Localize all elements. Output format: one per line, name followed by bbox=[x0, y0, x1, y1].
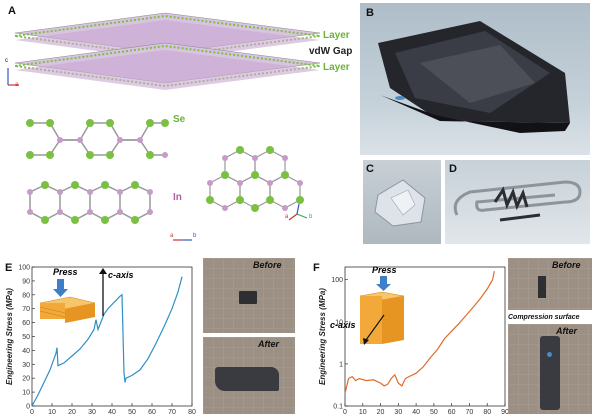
x-tick-label: 60 bbox=[148, 409, 156, 416]
y-tick-label: 100 bbox=[331, 277, 343, 284]
photo-before-e: Before bbox=[203, 258, 295, 333]
photo-before-f: Before bbox=[508, 258, 592, 310]
panel-label-f: F bbox=[313, 262, 320, 274]
before-caption-e: Before bbox=[253, 260, 282, 270]
photo-crystal-large bbox=[360, 3, 590, 155]
axis-b-label-chain: b bbox=[193, 233, 197, 239]
before-caption-f: Before bbox=[552, 260, 581, 270]
layer-bottom-label: Layer bbox=[323, 62, 350, 73]
y-tick-label: 20 bbox=[22, 376, 30, 383]
press-inset-f: Press bbox=[352, 263, 422, 358]
se-label: Se bbox=[173, 114, 186, 125]
axis-c-label: c bbox=[5, 58, 8, 64]
y-tick-label: 10 bbox=[335, 319, 343, 326]
x-tick-label: 50 bbox=[128, 409, 136, 416]
compression-mark-f bbox=[547, 352, 552, 357]
y-tick-label: 0.1 bbox=[333, 404, 343, 411]
in-label: In bbox=[173, 192, 182, 203]
x-tick-label: 40 bbox=[412, 409, 420, 416]
press-label-e: Press bbox=[53, 267, 78, 277]
after-caption-f: After bbox=[556, 326, 578, 336]
sample-after-f bbox=[540, 336, 560, 410]
compression-surface-label: Compression surface bbox=[508, 314, 580, 321]
photo-paperclip bbox=[445, 160, 590, 244]
y-tick-label: 50 bbox=[22, 334, 30, 341]
x-tick-label: 70 bbox=[168, 409, 176, 416]
y-tick-label: 10 bbox=[22, 390, 30, 397]
axis-indicator-a: c a bbox=[5, 58, 25, 90]
layer-top-label: Layer bbox=[323, 30, 350, 41]
after-caption-e: After bbox=[258, 339, 280, 349]
panel-label-b: B bbox=[366, 7, 374, 19]
layered-crystal-structure bbox=[14, 12, 321, 90]
series-line bbox=[31, 276, 183, 407]
plot-frame bbox=[344, 266, 506, 407]
x-tick-label: 50 bbox=[430, 409, 438, 416]
y-axis-title: Engineering Stress (MPa) bbox=[5, 288, 14, 385]
x-tick-label: 40 bbox=[108, 409, 116, 416]
axis-a-label-chain: a bbox=[170, 233, 174, 239]
x-tick-label: 30 bbox=[88, 409, 96, 416]
y-tick-label: 30 bbox=[22, 362, 30, 369]
y-tick-label: 40 bbox=[22, 348, 30, 355]
y-tick-label: 90 bbox=[22, 278, 30, 285]
axis-b-label-hex: b bbox=[309, 214, 313, 220]
panel-label-d: D bbox=[449, 163, 457, 175]
x-tick-label: 70 bbox=[466, 409, 474, 416]
sample-before-e bbox=[239, 291, 257, 304]
x-tick-label: 0 bbox=[343, 409, 347, 416]
panel-label-c: C bbox=[366, 163, 374, 175]
panel-label-e: E bbox=[5, 262, 13, 274]
x-tick-label: 0 bbox=[30, 409, 34, 416]
x-tick-label: 30 bbox=[394, 409, 402, 416]
se-chain-structure bbox=[26, 119, 169, 159]
press-inset-e: Press bbox=[39, 265, 110, 325]
stress-strain-chart-f: 0 10 20 30 40 50 60 70 80 90 0.1 1 10 100 Engineering … bbox=[318, 266, 509, 416]
series-line bbox=[344, 270, 495, 394]
in-chain-structure bbox=[27, 181, 153, 224]
axis-indicator-hex: a b bbox=[285, 200, 315, 224]
x-tick-label: 10 bbox=[359, 409, 367, 416]
axis-a-label: a bbox=[15, 82, 19, 88]
y-axis-title: Engineering Stress (MPa) bbox=[318, 288, 327, 385]
vdw-gap-label: vdW Gap bbox=[309, 46, 353, 57]
x-tick-label: 10 bbox=[48, 409, 56, 416]
x-tick-label: 80 bbox=[483, 409, 491, 416]
x-tick-label: 20 bbox=[377, 409, 385, 416]
y-tick-label: 1 bbox=[339, 361, 343, 368]
press-label-f: Press bbox=[372, 265, 397, 275]
y-tick-label: 100 bbox=[18, 265, 30, 272]
photo-crystal-small bbox=[363, 160, 441, 244]
axis-a-label-hex: a bbox=[285, 214, 289, 220]
panel-label-a: A bbox=[8, 5, 16, 17]
x-tick-label: 20 bbox=[68, 409, 76, 416]
y-tick-label: 0 bbox=[26, 404, 30, 411]
c-axis-label-f: c-axis bbox=[330, 320, 356, 330]
c-axis-label-e: c-axis bbox=[108, 270, 134, 280]
c-axis-arrow-e: c-axis bbox=[98, 268, 148, 318]
photo-after-e: After bbox=[203, 337, 295, 414]
photo-after-f: After bbox=[508, 324, 592, 414]
x-tick-label: 80 bbox=[188, 409, 196, 416]
y-tick-label: 80 bbox=[22, 292, 30, 299]
hexagonal-top-view-structure bbox=[206, 146, 304, 212]
x-tick-label: 90 bbox=[501, 409, 509, 416]
stress-strain-chart-e: 0 10 20 30 40 50 60 70 80 0 10 20 30 40 50 60 70 80 90 100 E… bbox=[5, 265, 196, 417]
sample-before-f bbox=[538, 276, 546, 298]
sample-after-e bbox=[215, 367, 279, 391]
y-tick-label: 70 bbox=[22, 306, 30, 313]
y-tick-label: 60 bbox=[22, 320, 30, 327]
x-tick-label: 60 bbox=[448, 409, 456, 416]
axis-indicator-chain: a b bbox=[170, 228, 200, 248]
